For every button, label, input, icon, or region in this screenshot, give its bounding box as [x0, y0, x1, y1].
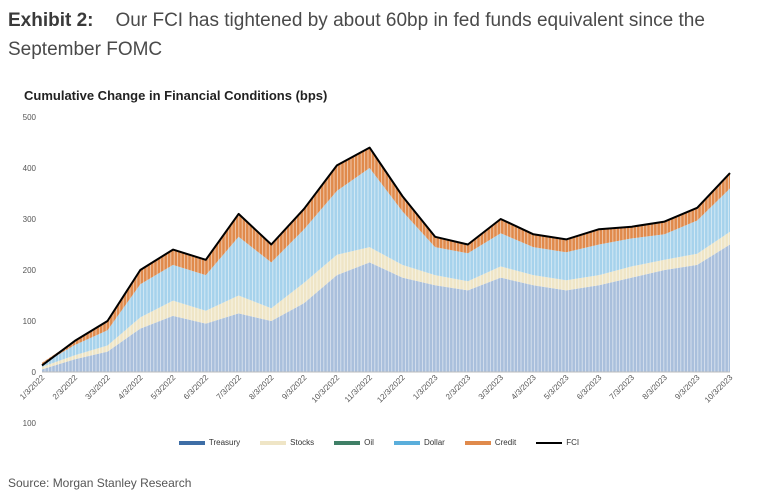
chart-title: Cumulative Change in Financial Condition…: [24, 88, 328, 103]
exhibit-label: Exhibit 2:: [8, 10, 94, 31]
fci-line: [41, 146, 731, 367]
x-axis: 1/3/2022 2/3/2022 3/3/2022 4/3/2022 5/3/2022…: [18, 371, 735, 405]
x-tick-label: 2/3/2023: [444, 373, 473, 402]
legend-label: Treasury: [208, 438, 241, 447]
x-tick-label: 10/3/2022: [310, 373, 342, 405]
y-tick-label: 400: [23, 164, 37, 173]
legend-swatch: [334, 440, 361, 445]
y-tick-label: 200: [23, 266, 37, 275]
legend-label: Stocks: [290, 438, 315, 447]
x-tick-label: 7/3/2023: [608, 373, 637, 402]
legend-item-fci: FCI: [536, 438, 579, 447]
x-tick-label: 9/3/2022: [280, 373, 309, 402]
series-area-stocks: [42, 231, 730, 370]
legend-label: Credit: [494, 438, 517, 447]
x-tick-label: 12/3/2022: [375, 373, 407, 405]
legend-swatch: [178, 440, 205, 445]
x-tick-label: 2/3/2022: [51, 373, 80, 402]
legend-swatch: [464, 440, 491, 445]
legend-item-oil: Oil: [334, 438, 374, 447]
source-note: Source: Morgan Stanley Research: [8, 476, 192, 490]
x-tick-label: 3/3/2023: [477, 373, 506, 402]
x-tick-label: 6/3/2022: [182, 373, 211, 402]
x-tick-label: 3/3/2022: [84, 373, 113, 402]
x-tick-label: 6/3/2023: [575, 373, 604, 402]
legend-swatch: [393, 440, 420, 445]
x-tick-label: 8/3/2023: [641, 373, 670, 402]
legend: Treasury Stocks Oil Dollar Credit FCI: [0, 438, 758, 447]
legend-label: FCI: [566, 438, 580, 447]
fci-line-layer: [41, 146, 731, 367]
x-tick-label: 1/3/2023: [411, 373, 440, 402]
legend-item-stocks: Stocks: [260, 438, 314, 447]
exhibit-header: Exhibit 2: Our FCI has tightened by about…: [8, 6, 753, 64]
exhibit-title: Our FCI has tightened by about 60bp in f…: [8, 10, 705, 60]
y-tick-label: 100: [23, 419, 37, 428]
bar-texture-layer: [44, 117, 729, 372]
x-tick-label: 9/3/2023: [673, 373, 702, 402]
y-tick-label: 500: [23, 113, 37, 122]
x-tick-label: 5/3/2022: [149, 373, 178, 402]
legend-swatch: [536, 441, 563, 444]
x-tick-label: 8/3/2022: [247, 373, 276, 402]
y-axis: 500 400 300 200 100 0 100: [23, 113, 37, 428]
x-tick-label: 11/3/2022: [343, 373, 374, 404]
y-tick-label: 300: [23, 215, 37, 224]
legend-item-credit: Credit: [464, 438, 517, 447]
legend-item-treasury: Treasury: [178, 438, 241, 447]
y-tick-label: 0: [32, 368, 37, 377]
x-tick-label: 5/3/2023: [542, 373, 571, 402]
x-tick-label: 10/3/2023: [703, 373, 735, 405]
y-tick-label: 100: [23, 317, 37, 326]
legend-item-dollar: Dollar: [393, 438, 445, 447]
series-area-credit: [42, 147, 730, 365]
x-tick-label: 7/3/2022: [215, 373, 244, 402]
x-tick-label: 4/3/2022: [116, 373, 145, 402]
x-tick-label: 4/3/2023: [509, 373, 538, 402]
legend-swatch: [260, 440, 287, 445]
legend-label: Oil: [364, 438, 374, 447]
fci-chart: 500 400 300 200 100 0 100 1/3/2022 2/3/2022 3/3/…: [18, 113, 735, 428]
legend-label: Dollar: [423, 438, 445, 447]
